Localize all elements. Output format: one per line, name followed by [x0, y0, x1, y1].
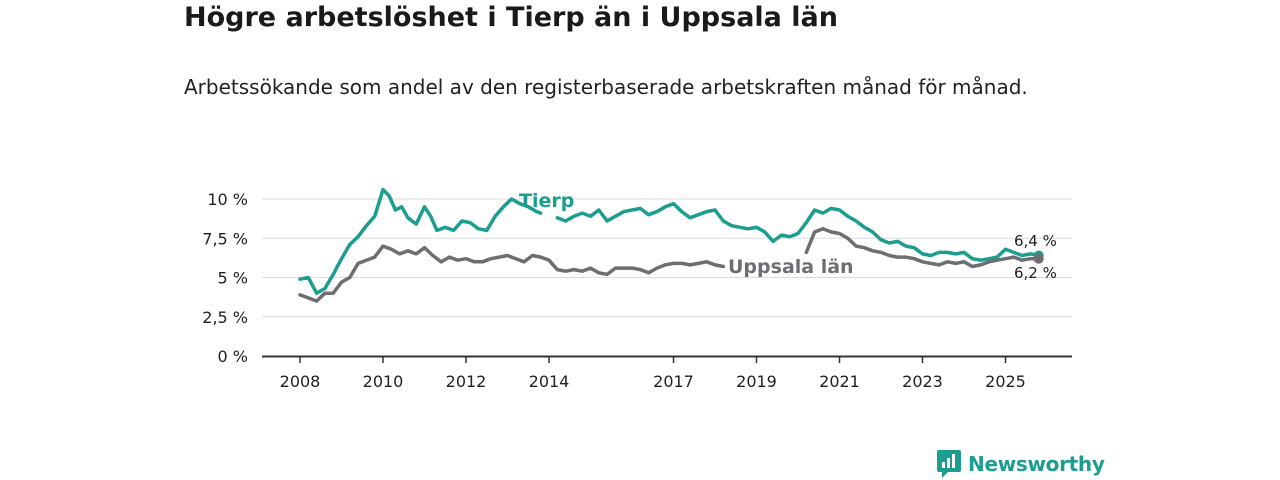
newsworthy-logo-icon	[937, 450, 961, 478]
x-axis: 2008 2010 2012 2014 2017 2019 2021 2023 2025	[262, 355, 1072, 391]
series-line-uppsala-län	[298, 244, 726, 303]
x-tick-label: 2025	[985, 372, 1026, 391]
series-line-tierp	[555, 201, 1041, 262]
x-tick-label: 2021	[819, 372, 860, 391]
brand-name: Newsworthy	[968, 452, 1105, 476]
x-tick-label: 2023	[902, 372, 943, 391]
series-end-point	[1033, 253, 1044, 264]
end-value-label-uppsala: 6,2 %	[1014, 264, 1057, 282]
y-tick-label: 0 %	[218, 347, 248, 366]
y-tick-label: 10 %	[207, 190, 248, 209]
x-tick-label: 2012	[446, 372, 487, 391]
end-value-label-tierp: 6,4 %	[1014, 232, 1057, 250]
y-tick-label: 2,5 %	[202, 308, 248, 327]
chart-title: Högre arbetslöshet i Tierp än i Uppsala …	[184, 2, 838, 33]
newsworthy-brand[interactable]: Newsworthy	[936, 448, 1105, 480]
series-lines	[298, 187, 1044, 303]
grid-lines	[262, 198, 1072, 318]
x-tick-label: 2019	[736, 372, 777, 391]
y-tick-label: 7,5 %	[202, 229, 248, 248]
x-tick-label: 2017	[653, 372, 694, 391]
x-tick-label: 2014	[529, 372, 570, 391]
series-line-uppsala-län	[804, 227, 1041, 269]
series-line-tierp	[298, 187, 543, 295]
series-annotations: Tierp Uppsala län 6,4 % 6,2 %	[519, 190, 1057, 282]
x-tick-label: 2008	[280, 372, 321, 391]
y-tick-label: 5 %	[218, 269, 248, 288]
series-label-tierp: Tierp	[519, 190, 574, 212]
series-label-uppsala: Uppsala län	[728, 256, 854, 278]
x-tick-label: 2010	[363, 372, 404, 391]
y-axis-tick-labels: 0 % 2,5 % 5 % 7,5 % 10 %	[202, 190, 248, 366]
chart-subtitle: Arbetssökande som andel av den registerb…	[184, 75, 1028, 99]
